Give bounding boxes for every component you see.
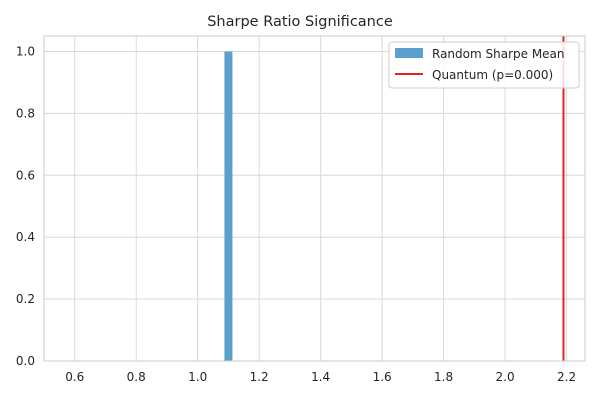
legend-label-quantum: Quantum (p=0.000) bbox=[432, 68, 553, 82]
y-tick-label: 0.2 bbox=[16, 292, 35, 306]
plot-area bbox=[44, 36, 585, 361]
legend-label-random-sharpe-mean: Random Sharpe Mean bbox=[432, 47, 565, 61]
x-tick-label: 2.0 bbox=[496, 370, 515, 384]
y-tick-labels: 0.0 0.2 0.4 0.6 0.8 1.0 bbox=[16, 44, 35, 368]
x-tick-labels: 0.6 0.8 1.0 1.2 1.4 1.6 1.8 2.0 2.2 bbox=[65, 370, 576, 384]
x-tick-label: 1.8 bbox=[434, 370, 453, 384]
y-tick-label: 0.8 bbox=[16, 106, 35, 120]
y-tick-label: 0.4 bbox=[16, 230, 35, 244]
x-tick-label: 1.2 bbox=[250, 370, 269, 384]
y-tick-label: 1.0 bbox=[16, 44, 35, 58]
x-tick-label: 1.0 bbox=[188, 370, 207, 384]
x-tick-label: 1.4 bbox=[311, 370, 330, 384]
histogram-bars bbox=[224, 51, 233, 361]
plot-frame bbox=[43, 35, 586, 362]
y-tick-label: 0.0 bbox=[16, 354, 35, 368]
y-tick-label: 0.6 bbox=[16, 168, 35, 182]
legend-box bbox=[388, 41, 580, 89]
grid-lines bbox=[44, 36, 585, 362]
histogram-bar bbox=[224, 51, 233, 361]
x-tick-label: 0.6 bbox=[65, 370, 84, 384]
legend-swatch-random-sharpe-mean bbox=[395, 48, 423, 58]
legend: Random Sharpe Mean Quantum (p=0.000) bbox=[388, 41, 580, 89]
x-tick-label: 0.8 bbox=[127, 370, 146, 384]
x-tick-label: 1.6 bbox=[373, 370, 392, 384]
x-tick-label: 2.2 bbox=[557, 370, 576, 384]
chart-title: Sharpe Ratio Significance bbox=[207, 14, 393, 30]
